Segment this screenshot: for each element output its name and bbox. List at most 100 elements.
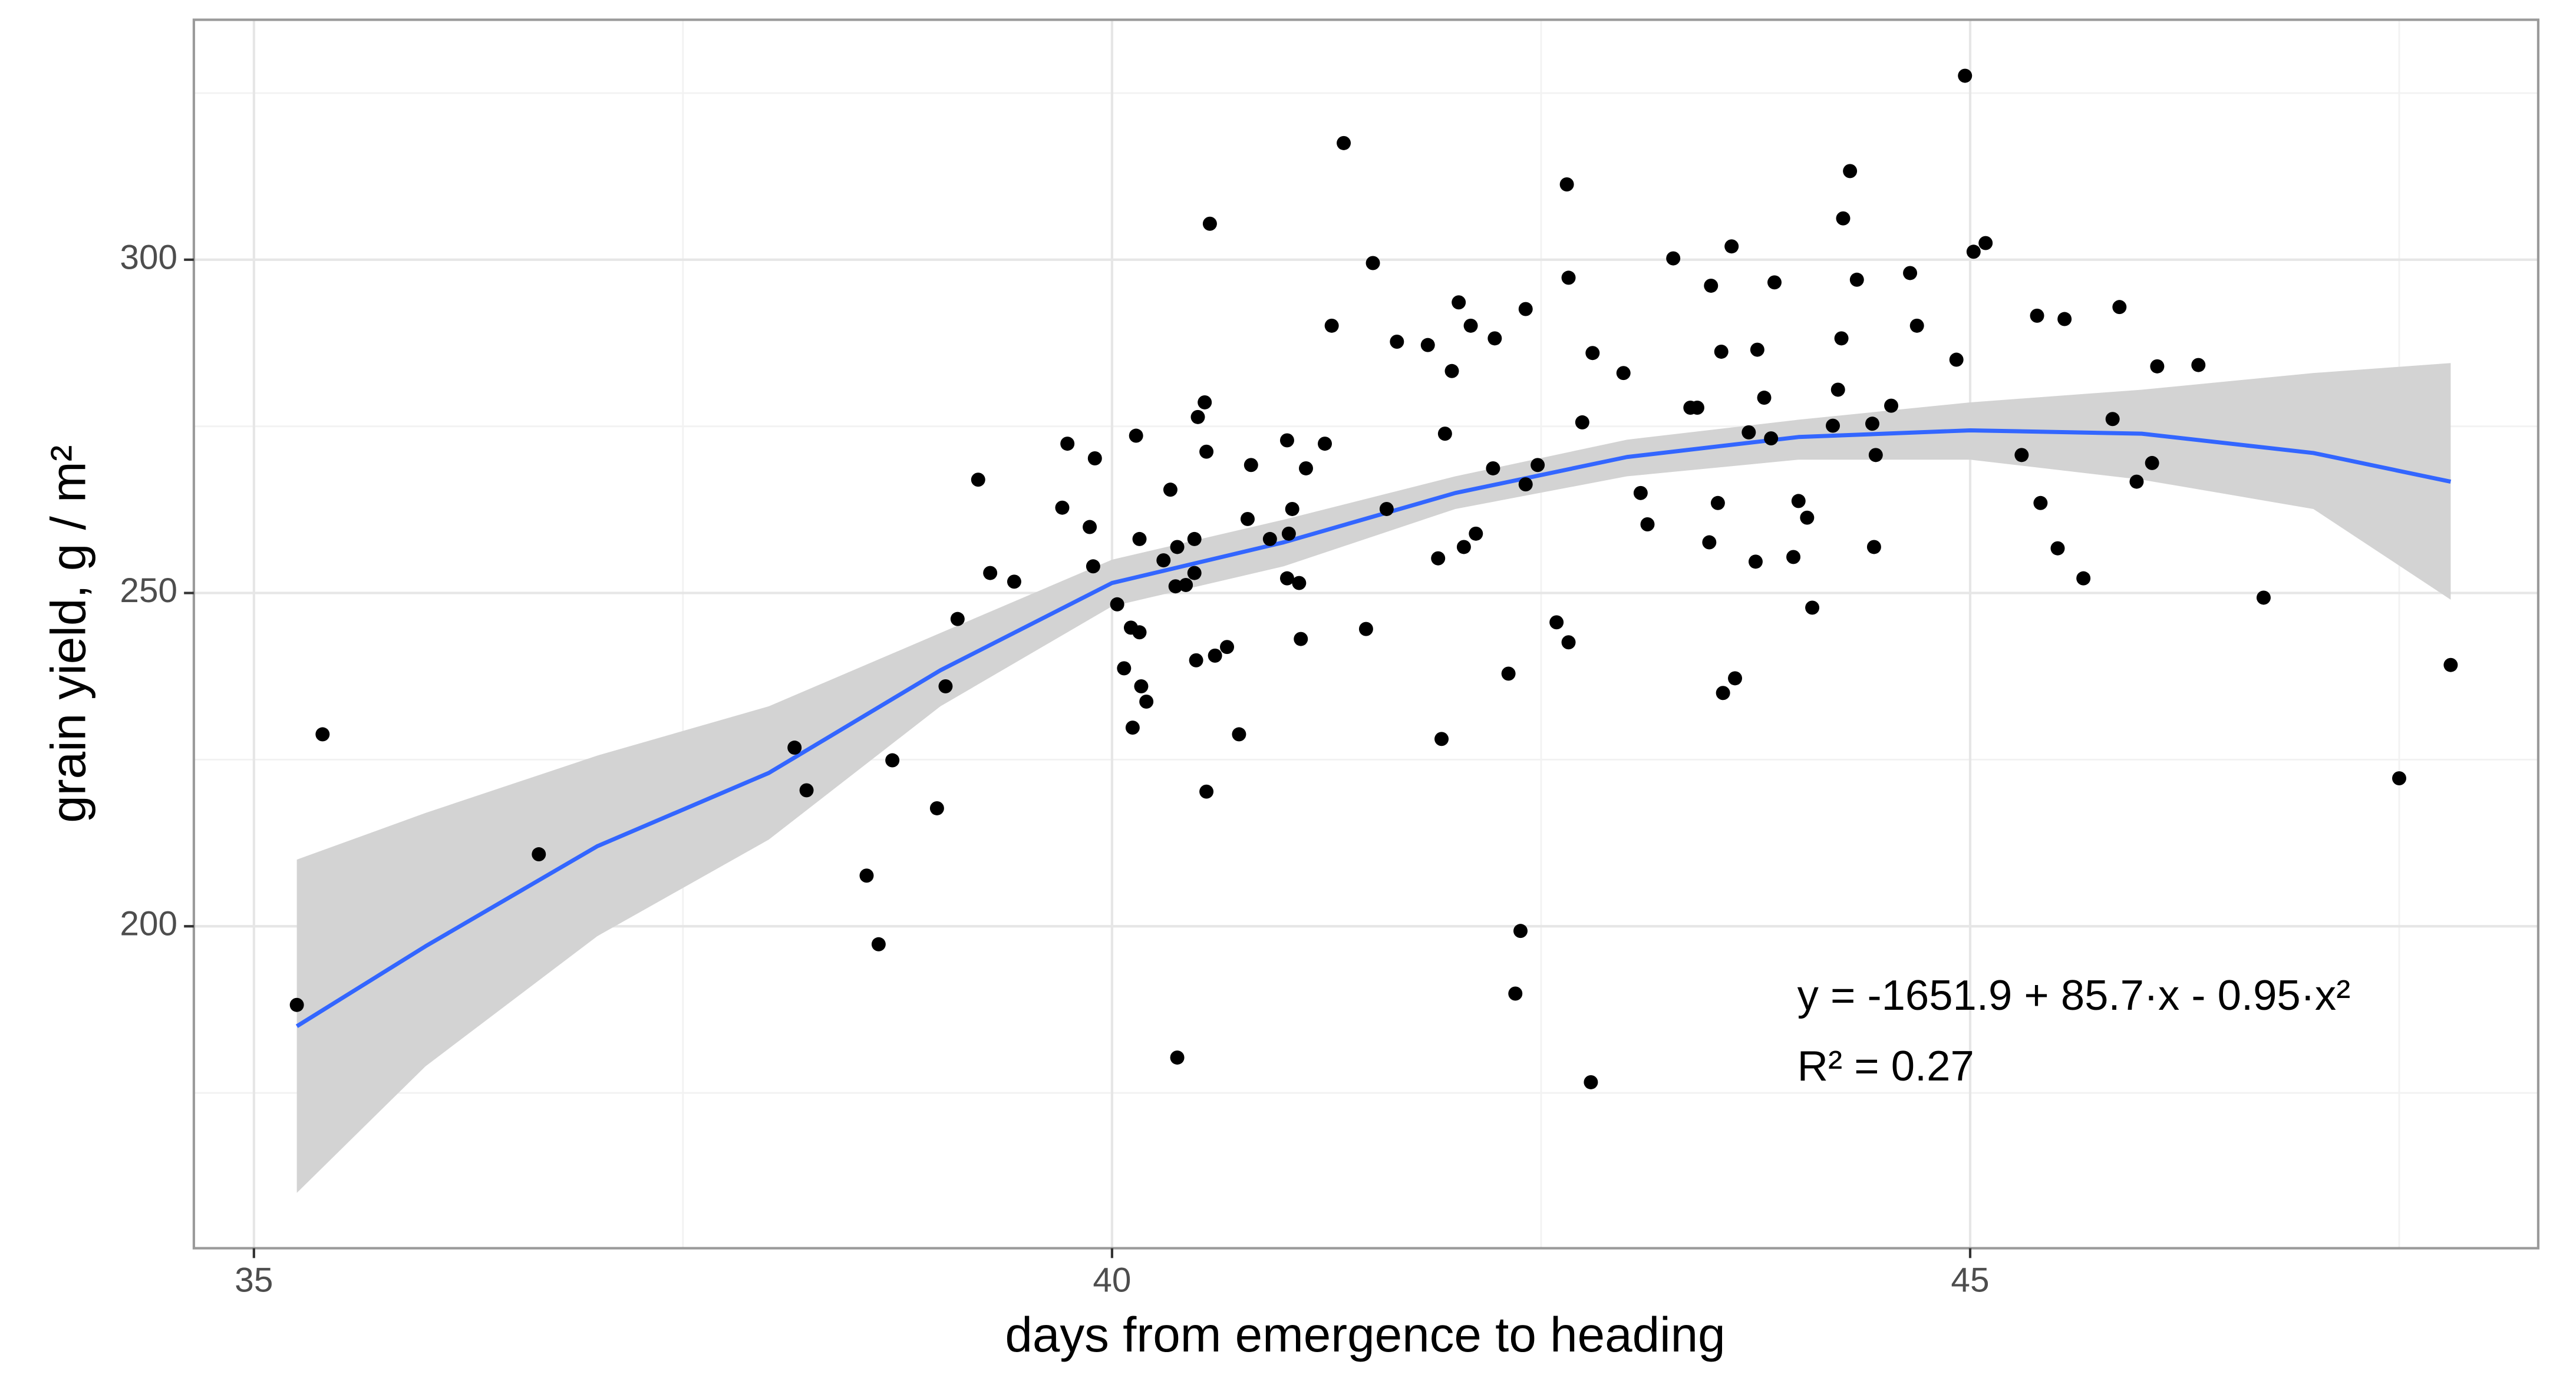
point [1456, 540, 1471, 554]
point [1132, 625, 1147, 640]
point [1294, 632, 1308, 646]
point [2145, 455, 2159, 470]
point [1633, 485, 1648, 500]
point [1437, 427, 1452, 441]
point [1690, 401, 1704, 415]
fit-line [295, 428, 2452, 1028]
point [1379, 501, 1394, 516]
point [2057, 312, 2072, 326]
point [1469, 526, 1483, 541]
equation: y = -1651.9 + 85.7·x - 0.95·x² [1797, 971, 2351, 1019]
point [1750, 342, 1764, 357]
point [1299, 461, 1313, 475]
point [1179, 577, 1193, 592]
point [799, 783, 814, 798]
point [1170, 540, 1185, 554]
point [1318, 437, 1332, 451]
point [1285, 501, 1299, 516]
point [1843, 164, 1858, 179]
point [1704, 278, 1719, 293]
point [1170, 1050, 1185, 1065]
point [1431, 551, 1446, 566]
point [1501, 666, 1516, 681]
point [938, 679, 953, 693]
x-tick-label: 40 [1093, 1261, 1131, 1300]
point [1868, 448, 1883, 462]
point [1463, 318, 1478, 333]
point [1452, 295, 1466, 310]
point [1198, 395, 1212, 409]
point [2050, 541, 2065, 556]
point [871, 937, 886, 951]
point [1168, 579, 1183, 594]
point [1358, 622, 1373, 636]
y-tick-label: 200 [120, 905, 177, 943]
point [1117, 661, 1132, 676]
point [1584, 1075, 1598, 1089]
point [1208, 648, 1222, 663]
point [1390, 335, 1404, 349]
point [1365, 256, 1380, 270]
point [1710, 495, 1725, 510]
plot-area [289, 68, 2458, 1193]
point [1132, 531, 1147, 546]
point [1125, 721, 1140, 735]
point [2129, 474, 2144, 489]
point [2443, 657, 2458, 672]
point [1903, 266, 1918, 280]
point [1444, 363, 1459, 378]
point [1805, 600, 1820, 615]
point [1156, 553, 1171, 568]
point [1786, 550, 1801, 564]
point [1884, 398, 1899, 413]
point [1616, 366, 1631, 381]
point [1767, 275, 1782, 290]
point [1232, 727, 1246, 742]
point [1187, 531, 1202, 546]
point [1748, 554, 1763, 569]
point [1139, 694, 1154, 709]
point [1199, 784, 1214, 799]
point [1531, 458, 1545, 472]
point [1220, 640, 1235, 655]
point [2112, 300, 2127, 315]
point [1702, 535, 1717, 550]
point [1189, 653, 1203, 667]
point [1279, 571, 1294, 586]
point [1129, 428, 1143, 443]
point [2256, 590, 2271, 605]
point [2030, 308, 2044, 323]
point [1575, 415, 1589, 429]
point [1714, 344, 1729, 359]
point [1518, 477, 1533, 492]
point [1585, 346, 1600, 361]
point [1007, 574, 1021, 589]
point [1262, 531, 1277, 546]
r-squared: R² = 0.27 [1797, 1042, 1974, 1090]
point [1240, 511, 1255, 526]
point [1060, 437, 1075, 451]
point [1163, 483, 1177, 497]
x-tick-label: 45 [1951, 1261, 1989, 1300]
point [1190, 409, 1205, 424]
point [1716, 686, 1730, 700]
point [1244, 458, 1258, 472]
point [1337, 136, 1351, 150]
point [2076, 571, 2091, 586]
point [1640, 517, 1655, 531]
point [1086, 559, 1100, 574]
point [971, 472, 985, 487]
point [1909, 318, 1924, 333]
point [2392, 771, 2406, 786]
panel-border [192, 18, 2539, 1250]
point [1958, 68, 1973, 83]
point [929, 801, 944, 815]
point [1849, 272, 1864, 287]
point [1865, 417, 1879, 431]
point [315, 727, 330, 742]
point [1199, 444, 1214, 459]
point [1087, 451, 1102, 465]
point [1134, 679, 1149, 693]
